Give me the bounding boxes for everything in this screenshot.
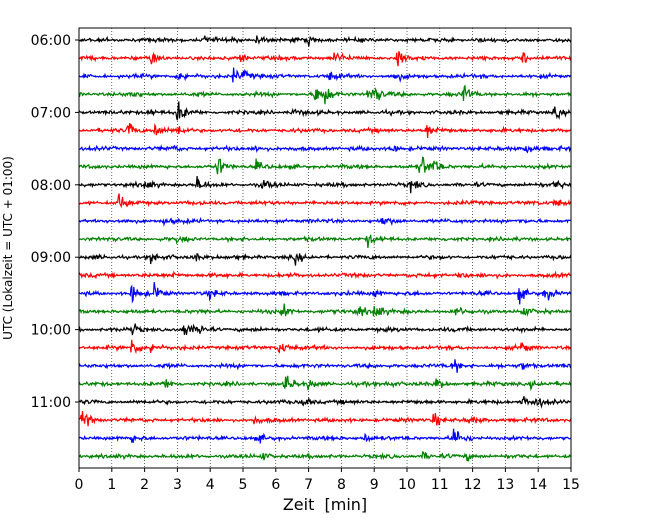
trace-0815 bbox=[78, 193, 572, 209]
trace-1100 bbox=[78, 396, 572, 409]
trace-1000 bbox=[78, 323, 572, 336]
trace-0630 bbox=[78, 67, 572, 84]
y-tick-label: 10:00 bbox=[31, 323, 71, 339]
x-axis-ticks: 0 1 2 3 4 5 6 7 8 9 10 11 12 13 14 15 bbox=[75, 468, 580, 493]
trace-0615 bbox=[78, 51, 572, 67]
trace-0800 bbox=[78, 175, 572, 194]
x-tick-label: 6 bbox=[271, 477, 280, 493]
x-tick-label: 8 bbox=[337, 477, 346, 493]
x-tick-label: 3 bbox=[173, 477, 182, 493]
minute-grid bbox=[111, 28, 539, 468]
x-tick-label: 5 bbox=[239, 477, 248, 493]
seismic-traces bbox=[78, 35, 572, 462]
x-tick-label: 9 bbox=[370, 477, 379, 493]
x-tick-label: 14 bbox=[529, 477, 547, 493]
x-tick-label: 10 bbox=[398, 477, 416, 493]
x-tick-label: 12 bbox=[464, 477, 482, 493]
trace-1145 bbox=[78, 451, 572, 462]
x-tick-label: 4 bbox=[206, 477, 215, 493]
trace-1115 bbox=[78, 411, 572, 427]
y-tick-label: 06:00 bbox=[31, 33, 71, 49]
x-tick-label: 15 bbox=[562, 477, 580, 493]
y-axis-label: UTC (Lokalzeit = UTC + 01:00) bbox=[1, 156, 15, 340]
trace-1015 bbox=[78, 339, 572, 355]
plot-frame bbox=[78, 27, 572, 469]
y-tick-label: 07:00 bbox=[31, 105, 71, 121]
trace-0830 bbox=[78, 216, 572, 227]
y-tick-label: 11:00 bbox=[31, 395, 71, 411]
x-tick-label: 2 bbox=[140, 477, 149, 493]
x-tick-label: 13 bbox=[496, 477, 514, 493]
trace-0730 bbox=[79, 144, 572, 154]
y-tick-label: 09:00 bbox=[31, 250, 71, 266]
trace-0900 bbox=[78, 252, 572, 266]
trace-0715 bbox=[78, 122, 572, 139]
x-tick-label: 0 bbox=[75, 477, 84, 493]
trace-0845 bbox=[79, 234, 572, 249]
trace-0930 bbox=[78, 282, 572, 305]
y-tick-label: 08:00 bbox=[31, 178, 71, 194]
x-axis-label: Zeit [min] bbox=[283, 495, 367, 514]
trace-0745 bbox=[78, 156, 572, 175]
trace-0645 bbox=[78, 84, 572, 105]
trace-1130 bbox=[78, 428, 572, 444]
x-tick-label: 11 bbox=[431, 477, 449, 493]
trace-1030 bbox=[78, 359, 572, 373]
trace-1045 bbox=[78, 375, 572, 392]
x-tick-label: 7 bbox=[304, 477, 313, 493]
trace-0945 bbox=[78, 303, 572, 318]
x-tick-label: 1 bbox=[107, 477, 116, 493]
y-axis-ticks: 06:00 07:00 08:00 09:00 10:00 11:00 bbox=[31, 33, 79, 411]
trace-0915 bbox=[78, 270, 572, 280]
trace-0700 bbox=[78, 101, 572, 121]
trace-0600 bbox=[78, 35, 572, 47]
